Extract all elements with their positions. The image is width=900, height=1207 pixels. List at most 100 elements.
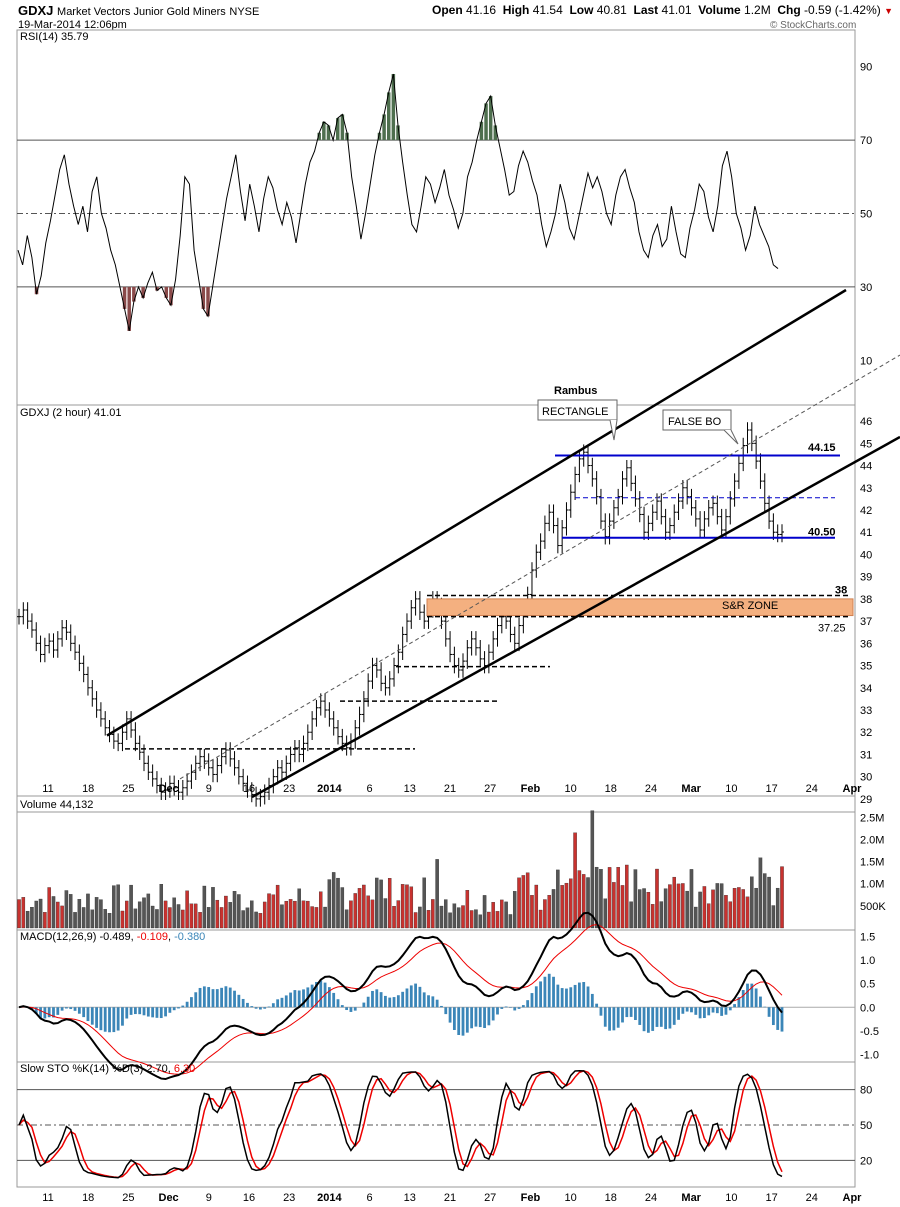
macd-histogram-bar [280,997,284,1008]
volume-bar [25,910,30,929]
macd-histogram-bar [155,1007,159,1018]
rsi-title: RSI(14) 35.79 [20,31,88,43]
rectangle-callout-pointer [609,419,618,441]
volume-bar [659,901,664,929]
macd-histogram-bar [194,992,198,1008]
volume-bar [327,879,332,929]
volume-bar [198,912,202,929]
volume-bar [168,907,172,929]
volume-bar [202,885,207,929]
date-tick-label: 23 [283,783,295,795]
macd-histogram-bar [177,1007,180,1009]
sto-d-value: 6.30 [174,1063,195,1075]
price-tick-label: 31 [860,749,872,761]
volume-bar [331,872,336,929]
macd-histogram-bar [754,988,758,1008]
macd-title: MACD(12,26,9) -0.489, -0.109, -0.380 [20,931,205,943]
volume-bar [633,869,638,929]
volume-bar [185,890,189,929]
price-tick-label: 40 [860,549,872,561]
volume-bar [560,885,564,929]
macd-histogram-bar [90,1007,94,1025]
volume-bar [245,907,250,929]
volume-bar [60,905,64,929]
macd-histogram-bar [125,1007,129,1019]
volume-bar [487,911,491,929]
macd-histogram-bar [228,987,232,1008]
volume-bar [543,899,547,929]
volume-bar [491,902,495,929]
date-tick-label: 10 [564,1192,576,1204]
macd-histogram-bar [138,1007,142,1015]
macd-histogram-bar [56,1007,60,1015]
open-value: 41.16 [466,3,497,17]
macd-histogram-bar [582,982,586,1008]
date-tick-label: 2014 [317,783,342,795]
volume-bar [465,890,470,929]
low-label: Low [569,3,594,17]
volume-bar [362,884,366,929]
channel-mid-line [179,354,900,780]
volume-bar [607,867,612,929]
date-tick-label: 23 [283,1192,295,1204]
volume-bar [448,912,452,929]
macd-histogram-bar [401,991,405,1008]
volume-bar [625,864,629,929]
macd-histogram-bar [297,990,301,1008]
price-tick-label: 37 [860,616,872,628]
date-tick-label: Dec [159,783,179,795]
volume-bar [99,899,103,929]
price-title: GDXJ (2 hour) 41.01 [20,407,122,419]
volume-bar [288,899,293,929]
volume-tick-label: 2.0M [860,834,884,846]
chg-label: Chg [777,3,801,17]
date-tick-label: Apr [843,783,863,795]
macd-histogram-bar [776,1007,780,1030]
macd-histogram-bar [694,1007,698,1015]
volume-bar [616,867,620,929]
macd-histogram-bar [263,1007,267,1009]
macd-histogram-bar [133,1007,137,1015]
volume-bar [262,901,267,929]
volume-bar [232,891,237,929]
volume-bar [181,909,185,929]
macd-histogram-bar [720,1007,724,1016]
volume-bar [375,877,379,929]
macd-histogram-bar [241,998,245,1008]
macd-line [18,911,783,1081]
volume-bar [172,897,176,929]
volume-bar [340,887,345,929]
macd-histogram-bar [638,1007,642,1025]
date-tick-label: 21 [444,1192,456,1204]
macd-histogram-bar [185,1001,189,1008]
macd-tick-label: 1.5 [860,932,875,944]
zone-label: S&R ZONE [722,600,778,612]
volume-bar [34,900,38,929]
macd-tick-label: -1.0 [860,1049,879,1061]
volume-bar [215,899,220,929]
macd-histogram-bar [86,1007,90,1022]
macd-tick-label: -0.5 [860,1026,879,1038]
macd-histogram-bar [750,983,754,1008]
panel-frame-price [16,404,856,813]
macd-histogram-bar [556,984,560,1008]
false-bo-callout-pointer [723,429,739,445]
macd-histogram-bar [521,1005,525,1008]
macd-histogram-bar [577,982,581,1008]
volume-bar [771,905,776,929]
volume-bar [775,887,780,929]
macd-histogram-bar [95,1007,98,1028]
macd-histogram-bar [99,1007,103,1031]
zone-bottom-label: 37.25 [818,622,846,634]
volume-tick-label: 2.5M [860,812,884,824]
date-tick-label: 24 [645,783,657,795]
volume-bar [530,895,534,929]
volume-bar [47,887,51,929]
volume-bar [120,910,125,929]
price-tick-label: 30 [860,772,872,784]
volume-bar [754,887,758,929]
volume-bar [250,900,254,929]
macd-histogram-bar [651,1007,655,1031]
volume-bar [396,900,401,929]
false-bo-callout-box [662,409,732,431]
